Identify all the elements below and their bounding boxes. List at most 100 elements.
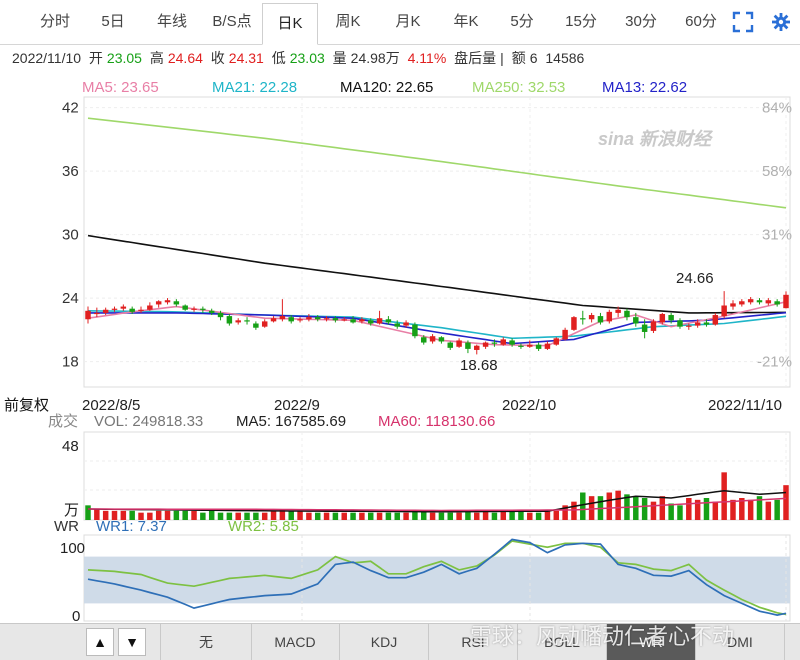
tab-15min[interactable]: 15分 <box>565 13 597 30</box>
candle-body <box>597 316 604 323</box>
low-label: 低 <box>271 50 286 66</box>
volume-axis-top: 48 <box>62 438 79 455</box>
tab-indicator-boll[interactable]: BOLL <box>518 624 607 660</box>
tab-indicator-kdj[interactable]: KDJ <box>340 624 429 660</box>
candle-body <box>580 318 586 320</box>
pct-tick-label: 58% <box>762 163 792 180</box>
volume-bar <box>615 490 621 520</box>
candle-body <box>562 329 568 340</box>
kline-chart: MA5: 23.65 MA21: 22.28 MA120: 22.65 MA25… <box>4 79 792 623</box>
volume-bar <box>562 505 568 520</box>
candle-body <box>208 310 215 313</box>
tab-5min[interactable]: 5分 <box>510 13 534 30</box>
candle-body <box>606 311 613 322</box>
price-tick-label: 30 <box>62 227 79 244</box>
tab-timeshare[interactable]: 分时 <box>39 13 70 30</box>
tab-60min[interactable]: 60分 <box>685 13 717 30</box>
volume-bar <box>694 499 701 520</box>
period-tab-bar: 分时 5日 年线 B/S点 日K 周K 月K 年K 5分 15分 30分 60分 <box>0 0 800 45</box>
fullscreen-icon[interactable] <box>726 0 760 44</box>
candle-body <box>200 308 206 310</box>
candle-body <box>403 322 409 326</box>
candle-body <box>182 305 188 310</box>
candle-body <box>668 315 674 321</box>
volume-bar <box>650 501 657 520</box>
wr-axis-top: 100 <box>60 540 85 557</box>
volume-bar <box>677 505 683 520</box>
candle-body <box>235 320 241 323</box>
volume-bar <box>129 510 135 520</box>
after-hours-label: 盘后量 <box>454 50 497 66</box>
candle-body <box>633 317 639 324</box>
volume-bar <box>412 510 418 520</box>
tab-year-line[interactable]: 年线 <box>156 13 187 30</box>
candle-body <box>138 309 144 311</box>
open-label: 开 <box>88 50 103 66</box>
wr-band <box>84 556 790 604</box>
volume-bar <box>332 512 339 520</box>
candle-body <box>306 317 312 320</box>
low-value: 23.03 <box>289 50 325 66</box>
high-value: 24.64 <box>167 50 203 66</box>
arrow-up-button[interactable]: ▲ <box>86 628 114 656</box>
candle-body <box>474 345 480 350</box>
adjust-label[interactable]: 前复权 <box>4 396 49 414</box>
tab-5day[interactable]: 5日 <box>101 13 125 30</box>
ma-line-ma250 <box>87 117 787 209</box>
volume-bar <box>668 503 674 520</box>
separator: | <box>500 50 504 66</box>
wr-line-wr1 <box>87 538 787 616</box>
candle-body <box>703 322 710 325</box>
volume-bar <box>588 496 595 520</box>
date-label-1: 2022/8/5 <box>82 397 140 414</box>
candle-body <box>367 320 374 324</box>
volume-bar <box>712 501 719 520</box>
volume-bar <box>509 510 515 520</box>
tab-indicator-dmi[interactable]: DMI <box>696 624 785 660</box>
volume-bar <box>120 510 127 520</box>
volume-bar <box>226 512 233 520</box>
volume-bar <box>465 510 471 520</box>
tab-monthly-k[interactable]: 月K <box>395 13 421 30</box>
volume-bar <box>553 510 560 520</box>
candle-body <box>217 312 224 318</box>
gear-icon[interactable] <box>764 0 798 44</box>
tab-indicator-rsi[interactable]: RSI <box>429 624 518 660</box>
volume-bar <box>138 512 144 520</box>
amount-label: 额 <box>511 50 526 66</box>
tab-indicator-macd[interactable]: MACD <box>251 624 340 660</box>
candle-body <box>385 319 392 323</box>
volume-bar <box>721 472 727 520</box>
tab-yearly-k[interactable]: 年K <box>453 13 479 30</box>
candle-body <box>527 344 533 347</box>
volume-bar <box>535 512 542 520</box>
tab-weekly-k[interactable]: 周K <box>335 13 361 30</box>
legend-ma13: MA13: 22.62 <box>602 79 687 96</box>
candle-body <box>412 324 418 337</box>
volume-bar <box>367 512 374 520</box>
tab-bs-point[interactable]: B/S点 <box>212 13 252 30</box>
pct-tick-label: 84% <box>762 100 792 117</box>
tab-indicator-wr[interactable]: WR <box>607 624 696 660</box>
candle-body <box>447 342 453 348</box>
wr-axis-bottom: 0 <box>72 608 80 623</box>
arrow-down-button[interactable]: ▼ <box>118 628 146 656</box>
tab-30min[interactable]: 30分 <box>625 13 657 30</box>
candle-body <box>615 309 621 313</box>
candle-body <box>571 317 577 330</box>
candle-body <box>394 323 400 327</box>
volume-bar <box>756 496 763 520</box>
candle-body <box>288 317 294 322</box>
candle-body <box>456 340 462 347</box>
volume-bar <box>394 512 400 520</box>
wr2-text: WR2: 5.85 <box>228 518 299 535</box>
tab-indicator-none[interactable]: 无 <box>160 624 252 660</box>
volume-bar <box>447 512 453 520</box>
volume-ma60-text: MA60: 118130.66 <box>378 413 495 430</box>
candle-body <box>226 316 233 324</box>
volume-title: 成交 <box>48 412 78 430</box>
volume-bar <box>217 512 224 520</box>
indicator-tab-bar: ▲ ▼ 无 MACD KDJ RSI BOLL WR DMI <box>0 623 800 660</box>
candle-body <box>641 324 648 332</box>
tab-daily-k[interactable]: 日K <box>262 3 318 45</box>
